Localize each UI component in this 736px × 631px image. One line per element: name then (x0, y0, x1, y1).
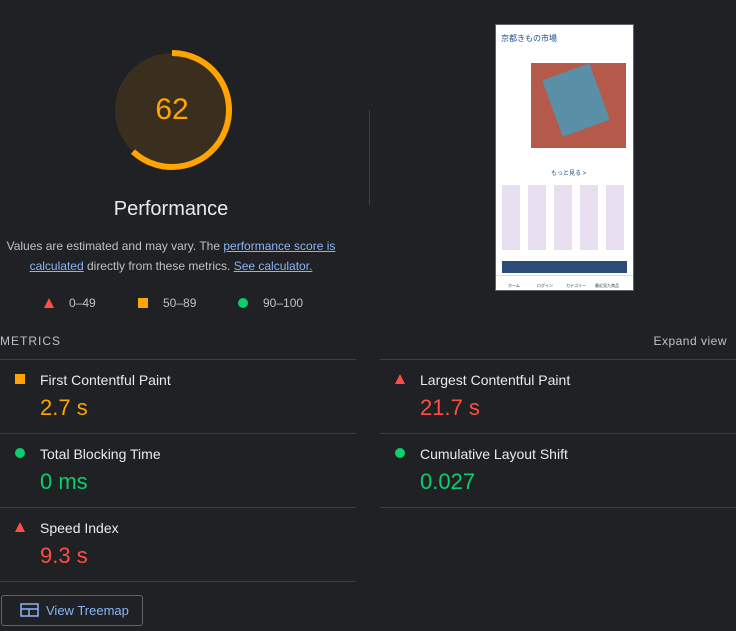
legend-icon (44, 298, 54, 308)
expand-toggle[interactable]: Expand view (653, 334, 727, 348)
separator (380, 359, 736, 360)
metric-value: 9.3 s (40, 543, 88, 568)
thumb-tabs (502, 261, 627, 273)
separator (0, 359, 356, 360)
metric-name: Cumulative Layout Shift (420, 446, 568, 462)
thumb-nav-item: カテゴリー (566, 283, 586, 288)
metric-icon (15, 522, 25, 532)
thumb-nav-item: ホーム (508, 283, 520, 288)
metric-value: 0 ms (40, 469, 88, 494)
thumb-nav-item: ログイン (537, 283, 553, 288)
separator (380, 507, 736, 508)
divider (369, 110, 370, 205)
legend-label: 50–89 (163, 296, 197, 310)
metric-icon (395, 448, 405, 458)
thumb-nav: ホーム ログイン カテゴリー 最近見た商品 (496, 275, 633, 290)
metric-name: Speed Index (40, 520, 119, 536)
gauge-arc (130, 50, 232, 170)
treemap-button[interactable]: View Treemap (1, 595, 143, 626)
separator (0, 433, 356, 434)
thumb-more: もっと見る > (551, 171, 587, 177)
metric-name: First Contentful Paint (40, 372, 171, 388)
link[interactable]: performance score is calculated (29, 239, 336, 273)
legend-icon (138, 298, 148, 308)
separator (380, 433, 736, 434)
description: Values are estimated and may vary. The p… (0, 236, 342, 276)
thumb-title: 京都きもの市場 (501, 34, 557, 43)
metric-icon (15, 448, 25, 458)
separator (0, 507, 356, 508)
metric-name: Total Blocking Time (40, 446, 161, 462)
metric-name: Largest Contentful Paint (420, 372, 571, 388)
metric-icon (15, 374, 25, 384)
link[interactable]: See calculator. (233, 259, 313, 273)
score-gauge: 62 (115, 50, 232, 170)
thumb-grid (502, 185, 627, 250)
desc-text: Values are estimated and may vary. The (6, 239, 224, 253)
legend-icon (238, 298, 248, 308)
legend-label: 0–49 (69, 296, 96, 310)
desc-text: directly from these metrics. (83, 259, 234, 273)
metric-value: 21.7 s (420, 395, 480, 420)
metric-value: 0.027 (420, 469, 476, 494)
legend-label: 90–100 (263, 296, 304, 310)
category-title: Performance (113, 198, 229, 220)
separator (0, 581, 356, 582)
metric-icon (395, 374, 405, 384)
metrics-heading: METRICS (0, 334, 61, 348)
thumb-nav-item: 最近見た商品 (595, 283, 619, 288)
screenshot-thumbnail: 京都きもの市場 もっと見る > ホーム ログイン カテゴリー 最近見た商品 (495, 24, 634, 291)
score-value: 62 (155, 93, 188, 126)
treemap-icon (20, 603, 39, 617)
button-label[interactable]: View Treemap (46, 603, 129, 618)
gauge-background (115, 53, 229, 167)
metric-value: 2.7 s (40, 395, 88, 420)
